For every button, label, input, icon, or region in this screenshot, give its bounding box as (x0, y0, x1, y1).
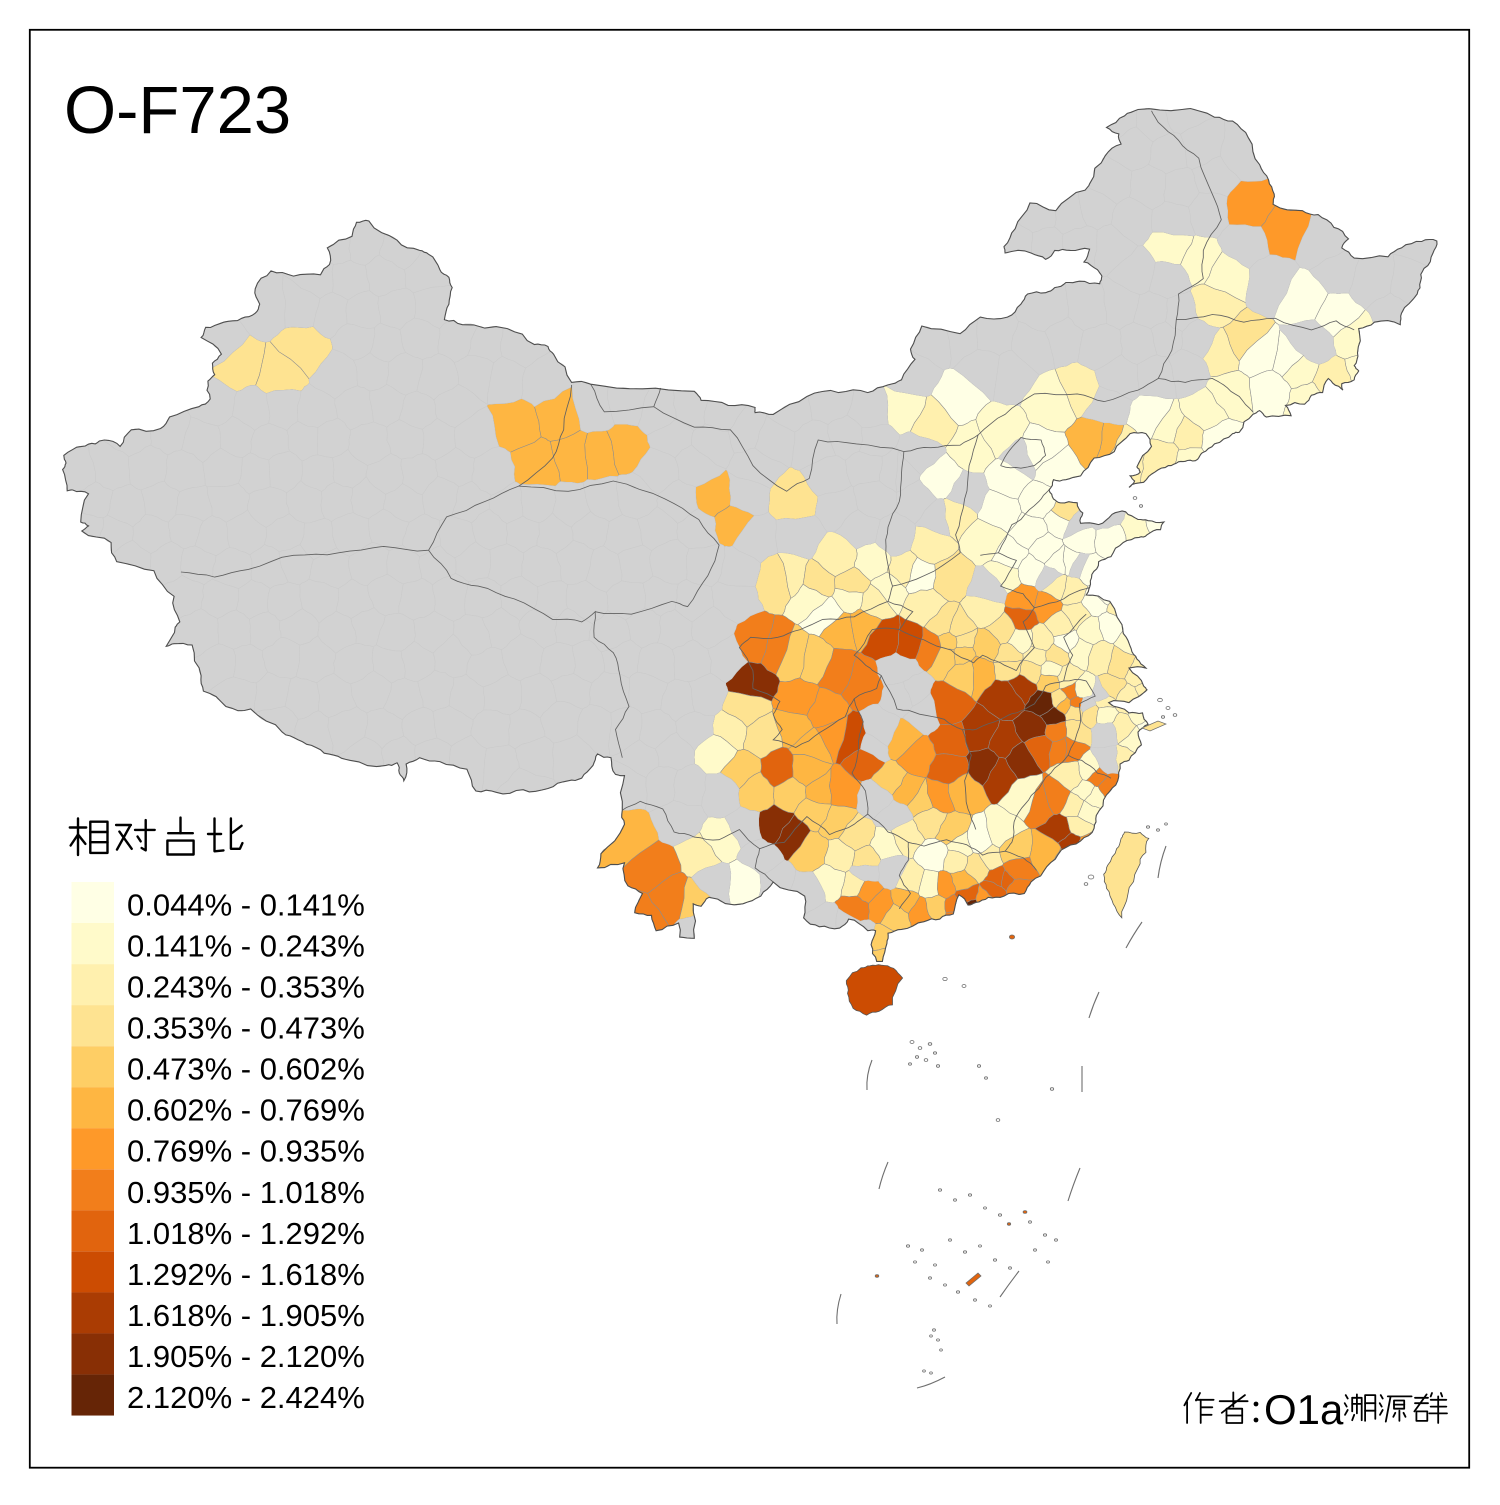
svg-text:0.935% - 1.018%: 0.935% - 1.018% (127, 1175, 365, 1210)
svg-text:1.018% - 1.292%: 1.018% - 1.292% (127, 1216, 365, 1251)
svg-text:2.120% - 2.424%: 2.120% - 2.424% (127, 1380, 365, 1415)
svg-text:O1a: O1a (1264, 1386, 1344, 1433)
svg-text:0.769% - 0.935%: 0.769% - 0.935% (127, 1134, 365, 1169)
svg-text:1.905% - 2.120%: 1.905% - 2.120% (127, 1339, 365, 1374)
svg-text:0.044% - 0.141%: 0.044% - 0.141% (127, 888, 365, 923)
svg-text:0.243% - 0.353%: 0.243% - 0.353% (127, 970, 365, 1005)
svg-text:0.353% - 0.473%: 0.353% - 0.473% (127, 1011, 365, 1046)
svg-text:0.473% - 0.602%: 0.473% - 0.602% (127, 1052, 365, 1087)
svg-text:O-F723: O-F723 (64, 73, 291, 148)
svg-text:0.141% - 0.243%: 0.141% - 0.243% (127, 929, 365, 964)
svg-text:1.618% - 1.905%: 1.618% - 1.905% (127, 1298, 365, 1333)
svg-text:1.292% - 1.618%: 1.292% - 1.618% (127, 1257, 365, 1292)
svg-text:0.602% - 0.769%: 0.602% - 0.769% (127, 1093, 365, 1128)
